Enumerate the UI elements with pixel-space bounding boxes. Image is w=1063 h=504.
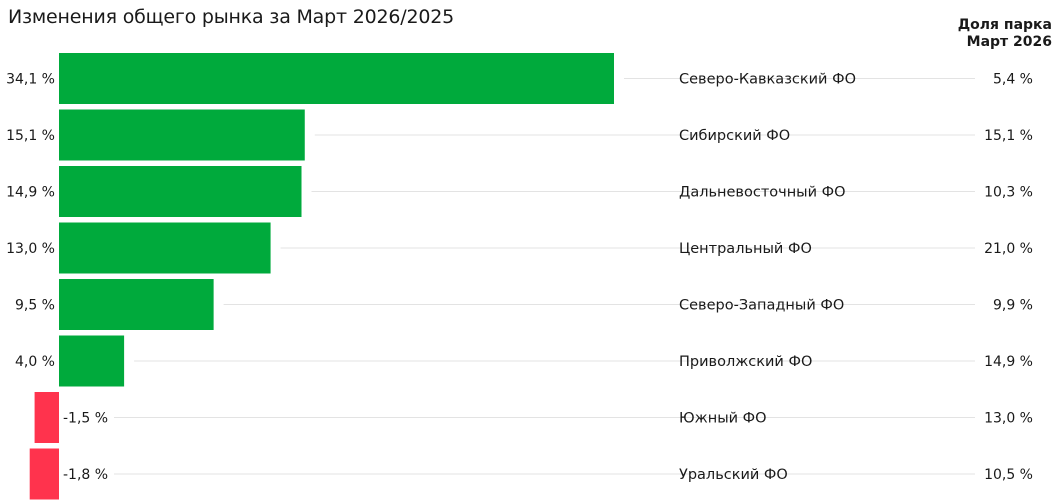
share-value-label: 21,0 % [984, 241, 1033, 257]
category-label: Северо-Кавказский ФО [679, 72, 856, 88]
bar [59, 53, 614, 104]
share-value-label: 15,1 % [984, 128, 1033, 144]
category-label: Сибирский ФО [679, 128, 790, 144]
share-value-label: 14,9 % [984, 354, 1033, 370]
bar [59, 279, 214, 330]
bar-value-label: 4,0 % [15, 354, 55, 370]
bar [59, 335, 125, 387]
chart-title: Изменения общего рынка за Март 2026/2025 [8, 6, 455, 28]
bar-value-label: 15,1 % [6, 128, 55, 144]
share-column-header: Доля парка Март 2026 [958, 17, 1052, 51]
share-value-label: 10,5 % [984, 467, 1033, 483]
bar-value-label: 34,1 % [6, 72, 55, 88]
category-label: Дальневосточный ФО [679, 185, 846, 201]
category-label: Северо-Западный ФО [679, 298, 844, 314]
bar [59, 109, 305, 161]
bar-value-label: 9,5 % [15, 298, 55, 314]
share-value-label: 9,9 % [993, 298, 1033, 314]
bar [59, 222, 271, 274]
share-value-label: 13,0 % [984, 411, 1033, 427]
bar-value-label: -1,8 % [63, 467, 108, 483]
share-value-label: 10,3 % [984, 185, 1033, 201]
share-header-line-1: Доля парка [957, 17, 1052, 33]
share-value-label: 5,4 % [993, 72, 1033, 88]
category-label: Южный ФО [679, 411, 767, 427]
share-header-line-2: Март 2026 [966, 34, 1052, 50]
bar-value-label: 13,0 % [6, 241, 55, 257]
bar [34, 392, 59, 443]
category-label: Уральский ФО [679, 467, 788, 483]
bar [59, 166, 302, 217]
category-label: Приволжский ФО [679, 354, 812, 370]
bar-value-label: -1,5 % [63, 411, 108, 427]
bar [29, 448, 59, 500]
bar-value-label: 14,9 % [6, 185, 55, 201]
category-label: Центральный ФО [679, 241, 812, 257]
